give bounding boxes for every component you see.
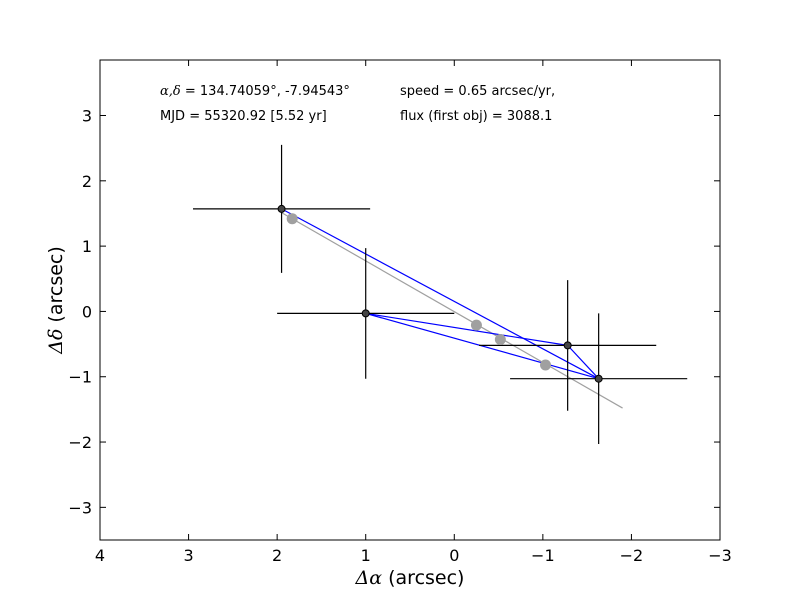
x-tick-label: −1 bbox=[531, 546, 555, 565]
x-tick-label: 1 bbox=[361, 546, 371, 565]
y-tick-label: 3 bbox=[82, 107, 92, 126]
model-point bbox=[494, 334, 506, 346]
observed-point bbox=[277, 204, 286, 213]
speed-annotation: speed = 0.65 arcsec/yr, bbox=[400, 84, 555, 99]
fit-line-layer bbox=[280, 211, 623, 409]
connection-line bbox=[365, 312, 599, 380]
y-axis-label: Δδ (arcsec) bbox=[45, 246, 67, 355]
observed-points-layer bbox=[277, 204, 603, 383]
y-tick-label: 2 bbox=[82, 172, 92, 191]
observed-point bbox=[361, 309, 370, 318]
x-tick-label: 4 bbox=[95, 546, 105, 565]
fit-line bbox=[280, 211, 623, 409]
plot-frame bbox=[99, 59, 721, 541]
connection-line bbox=[567, 344, 600, 380]
y-tick-label: −3 bbox=[68, 498, 92, 517]
y-tick-label: −1 bbox=[68, 368, 92, 387]
coords-annotation: α,δ = 134.74059°, -7.94543° bbox=[160, 84, 350, 99]
observed-point bbox=[563, 341, 572, 350]
mjd-annotation: MJD = 55320.92 [5.52 yr] bbox=[160, 109, 327, 124]
x-tick-label: −3 bbox=[708, 546, 732, 565]
model-points-layer bbox=[286, 213, 552, 371]
x-tick-label: 3 bbox=[183, 546, 193, 565]
observed-point bbox=[594, 374, 603, 383]
y-tick-label: 0 bbox=[82, 302, 92, 321]
connection-lines-layer bbox=[281, 208, 600, 380]
x-axis-label: Δα (arcsec) bbox=[355, 567, 465, 589]
model-point bbox=[470, 319, 482, 331]
x-tick-label: 2 bbox=[272, 546, 282, 565]
x-axis-ticks: 4 3 2 1 0 −1 −2 −3 bbox=[95, 60, 732, 565]
model-point bbox=[540, 359, 552, 371]
y-axis-ticks: 3 2 1 0 −1 −2 −3 bbox=[68, 107, 720, 517]
y-tick-label: −2 bbox=[68, 433, 92, 452]
connection-line bbox=[281, 208, 599, 380]
x-tick-label: 0 bbox=[449, 546, 459, 565]
x-tick-label: −2 bbox=[620, 546, 644, 565]
flux-annotation: flux (first obj) = 3088.1 bbox=[400, 109, 552, 124]
connection-line bbox=[365, 312, 568, 346]
y-tick-label: 1 bbox=[82, 237, 92, 256]
model-point bbox=[286, 213, 298, 225]
